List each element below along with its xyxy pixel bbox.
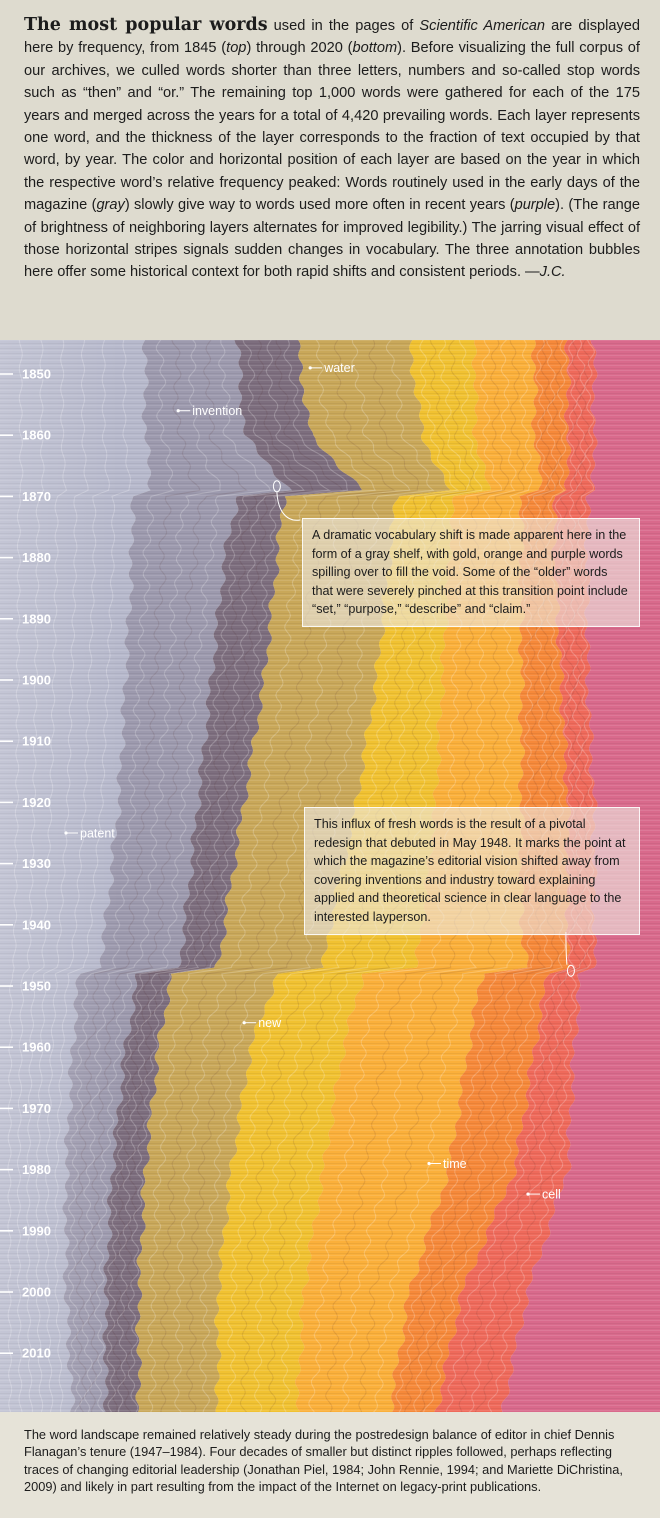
intro-italic-purple: purple: [514, 197, 556, 214]
year-tick-label-1940: 1940: [22, 917, 51, 932]
magazine-name: Scientific American: [419, 18, 546, 34]
intro-panel: The most popular words used in the pages…: [0, 0, 660, 340]
intro-headline: The most popular words: [24, 15, 268, 35]
year-tick-label-1860: 1860: [22, 428, 51, 443]
year-axis: 1850 1860 1870 1880 1890 1900 1910 1920 1930 1940…: [0, 367, 51, 1361]
year-tick-label-1960: 1960: [22, 1040, 51, 1055]
intro-text-1: used in the pages of: [267, 18, 420, 34]
year-tick-label-1980: 1980: [22, 1162, 51, 1177]
streamgraph-chart: 1850 1860 1870 1880 1890 1900 1910 1920 1930 1940…: [0, 330, 660, 1427]
year-tick-label-1890: 1890: [22, 611, 51, 626]
footer-panel: The word landscape remained relatively s…: [0, 1412, 660, 1518]
word-label-time: time: [443, 1157, 467, 1171]
word-labels: water invention patent new time cell: [64, 361, 561, 1201]
year-tick-label-1970: 1970: [22, 1101, 51, 1116]
left-haze: [0, 340, 120, 1412]
intro-italic-gray: gray: [96, 197, 125, 214]
word-label-cell: cell: [542, 1187, 561, 1201]
year-tick-label-1930: 1930: [22, 856, 51, 871]
year-tick-label-1990: 1990: [22, 1223, 51, 1238]
annotation-redesign-text: This influx of fresh words is the result…: [314, 817, 626, 924]
annotation-marker-redesign: [566, 964, 575, 977]
annotation-leaders: [272, 480, 575, 977]
word-label-dot: [242, 1021, 246, 1025]
year-tick-label-1900: 1900: [22, 673, 51, 688]
year-tick-label-2000: 2000: [22, 1285, 51, 1300]
intro-text-5: ) slowly give way to words used more oft…: [124, 197, 515, 214]
annotation-gray-shelf-text: A dramatic vocabulary shift is made appa…: [312, 528, 628, 617]
annotation-marker-shelf: [272, 480, 281, 493]
intro-italic-top: top: [226, 40, 247, 57]
year-tick-label-1870: 1870: [22, 489, 51, 504]
word-label-dot: [427, 1161, 431, 1166]
word-label-patent: patent: [80, 826, 115, 840]
word-label-invention: invention: [192, 404, 242, 418]
year-tick-label-1950: 1950: [22, 979, 51, 994]
intro-paragraph: The most popular words used in the pages…: [24, 14, 640, 284]
word-label-dot: [308, 366, 312, 370]
year-tick-label-2010: 2010: [22, 1346, 51, 1361]
intro-text-3: ) through 2020 (: [246, 40, 353, 57]
annotation-redesign: This influx of fresh words is the result…: [304, 807, 640, 935]
intro-text-4: ). Before visualizing the full corpus of…: [24, 40, 640, 214]
year-tick-label-1880: 1880: [22, 550, 51, 565]
author-initials: J.C.: [539, 264, 566, 281]
intro-italic-bottom: bottom: [352, 40, 398, 57]
word-label-dot: [64, 831, 68, 835]
year-tick-label-1910: 1910: [22, 734, 51, 749]
word-label-dot: [176, 409, 180, 413]
word-label-dot: [526, 1192, 530, 1196]
word-label-water: water: [323, 361, 355, 375]
footer-caption: The word landscape remained relatively s…: [24, 1427, 623, 1495]
word-label-new: new: [258, 1016, 282, 1030]
year-tick-label-1920: 1920: [22, 795, 51, 810]
annotation-leader-shelf: [276, 492, 301, 521]
intro-text-2: are displayed here by frequency, from 18…: [24, 18, 640, 57]
annotation-gray-shelf: A dramatic vocabulary shift is made appa…: [302, 518, 640, 627]
intro-text-6: ). (The range of brightness of neighbori…: [24, 197, 640, 281]
annotation-leader-redesign: [565, 931, 568, 965]
year-tick-label-1850: 1850: [22, 367, 51, 382]
